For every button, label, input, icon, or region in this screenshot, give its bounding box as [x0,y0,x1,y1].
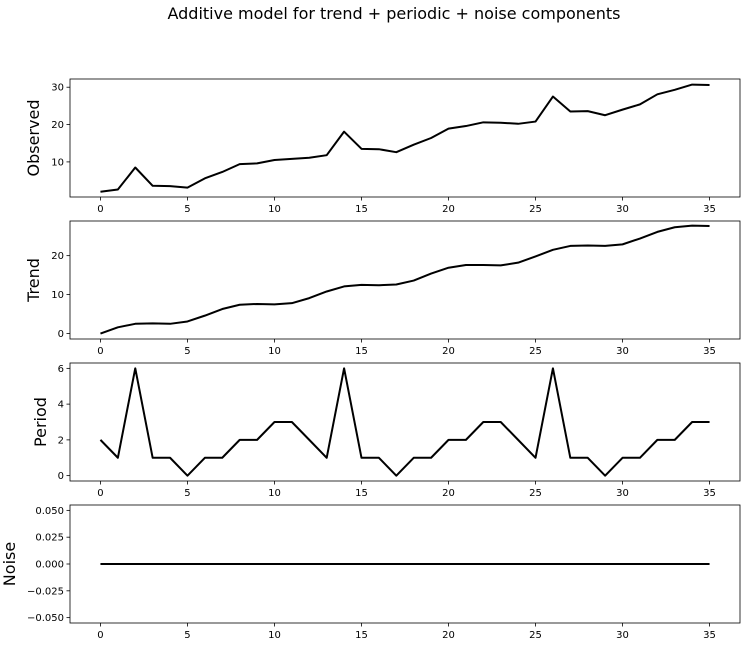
noise-ytick-label: 0.025 [35,533,64,544]
trend-ylabel: Trend [24,258,43,303]
noise-panel: 0 5 10 15 20 25 30 35 0.050 0.025 0.000 −0.025 −0.05… [0,504,741,641]
figure-title: Additive model for trend + periodic + no… [167,4,620,23]
period-xtick-label: 0 [97,488,103,499]
observed-ylabel: Observed [24,100,43,177]
trend-xtick-label: 35 [703,346,716,357]
period-series-line [99,367,710,477]
observed-xtick-label: 0 [97,204,103,215]
noise-xtick-label: 35 [703,630,716,641]
trend-panel: 0 5 10 15 20 25 30 35 0 10 20 Trend [24,220,741,357]
period-ytick-label: 6 [58,364,64,375]
period-xtick-label: 20 [442,488,455,499]
trend-xtick-label: 25 [529,346,542,357]
period-xtick-label: 15 [355,488,368,499]
period-panel: 0 5 10 15 20 25 30 35 0 2 4 6 Period [31,362,741,499]
noise-xtick-label: 15 [355,630,368,641]
trend-ytick-label: 0 [58,329,64,340]
period-xtick-label: 25 [529,488,542,499]
noise-ytick-label: 0.000 [35,560,64,571]
observed-xtick-label: 20 [442,204,455,215]
observed-series-line [100,83,710,193]
period-xtick-label: 30 [616,488,629,499]
observed-ytick-label: 30 [51,83,64,94]
trend-ytick-label: 20 [51,251,64,262]
noise-ylabel: Noise [0,542,19,586]
observed-axes-frame [69,78,741,198]
observed-xtick-label: 25 [529,204,542,215]
period-ytick-label: 0 [58,471,64,482]
period-xtick-label: 5 [184,488,190,499]
observed-ytick-label: 10 [51,157,64,168]
observed-ytick-label: 20 [51,120,64,131]
noise-xtick-label: 20 [442,630,455,641]
noise-xtick-label: 25 [529,630,542,641]
trend-xtick-label: 30 [616,346,629,357]
noise-xtick-label: 0 [97,630,103,641]
noise-ytick-label: −0.050 [27,613,64,624]
trend-series-line [100,224,710,335]
noise-ytick-label: 0.050 [35,506,64,517]
trend-xtick-label: 15 [355,346,368,357]
noise-xtick-label: 10 [268,630,281,641]
noise-xtick-label: 5 [184,630,190,641]
observed-xtick-label: 35 [703,204,716,215]
noise-xtick-label: 30 [616,630,629,641]
observed-xtick-label: 10 [268,204,281,215]
trend-xtick-label: 5 [184,346,190,357]
trend-axes-frame [69,220,741,340]
trend-ytick-label: 10 [51,290,64,301]
trend-xtick-label: 0 [97,346,103,357]
period-xtick-label: 10 [268,488,281,499]
period-ytick-label: 2 [58,435,64,446]
period-ytick-label: 4 [58,400,64,411]
noise-ytick-label: −0.025 [27,586,64,597]
period-axes-frame [69,362,741,482]
trend-xtick-label: 10 [268,346,281,357]
observed-panel: 0 5 10 15 20 25 30 35 10 20 30 Observed [24,78,741,215]
observed-xtick-label: 5 [184,204,190,215]
observed-xtick-label: 30 [616,204,629,215]
trend-xtick-label: 20 [442,346,455,357]
period-xtick-label: 35 [703,488,716,499]
observed-xtick-label: 15 [355,204,368,215]
period-ylabel: Period [31,397,50,447]
